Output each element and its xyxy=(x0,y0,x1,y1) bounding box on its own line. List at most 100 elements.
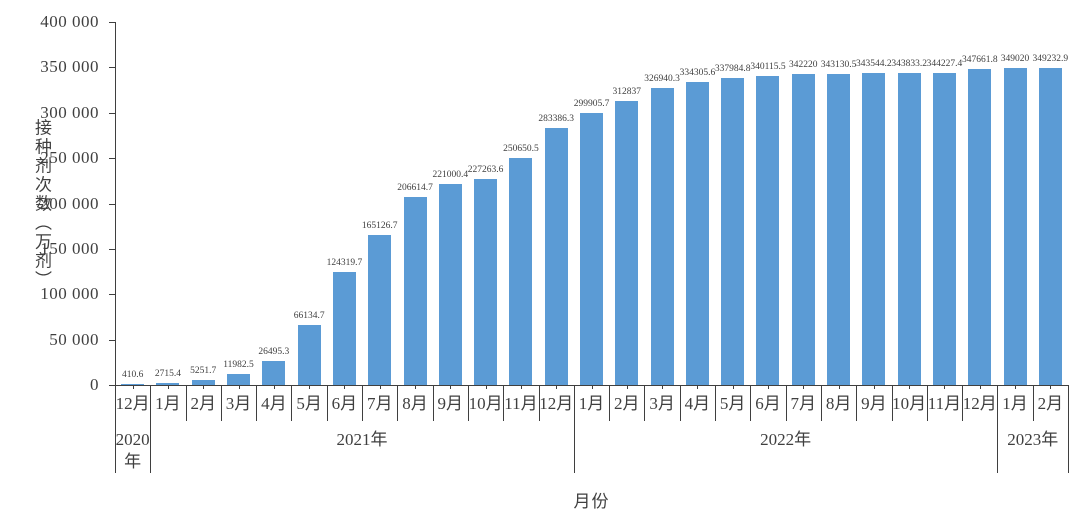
month-tick-label: 11月 xyxy=(504,394,538,413)
x-tick-mark xyxy=(697,385,699,389)
year-label: 2022年 xyxy=(760,430,812,449)
month-separator xyxy=(609,385,611,421)
x-tick-mark xyxy=(132,385,134,389)
bar xyxy=(544,127,568,385)
x-tick-mark xyxy=(873,385,875,389)
x-tick-mark xyxy=(909,385,911,389)
y-axis-line xyxy=(115,22,116,473)
x-tick-mark xyxy=(556,385,558,389)
bar xyxy=(191,380,215,385)
month-separator xyxy=(1032,385,1034,421)
month-tick-label: 12月 xyxy=(962,394,997,413)
y-tick-label: 300 000 xyxy=(40,102,99,122)
x-tick-mark xyxy=(203,385,205,389)
bar-value-label: 5251.7 xyxy=(190,366,217,377)
y-tick-mark xyxy=(109,294,115,296)
x-axis-title: 月份 xyxy=(573,492,610,511)
bar xyxy=(403,197,427,385)
bar-value-label: 342220 xyxy=(789,60,818,71)
y-tick-label: 150 000 xyxy=(40,238,99,258)
bar xyxy=(827,73,851,385)
month-tick-label: 5月 xyxy=(719,394,746,413)
x-tick-mark xyxy=(167,385,169,389)
bar xyxy=(156,382,180,385)
month-separator xyxy=(891,385,893,421)
month-separator xyxy=(467,385,469,421)
bar xyxy=(509,157,533,385)
month-separator xyxy=(432,385,434,421)
y-tick-label: 200 000 xyxy=(40,193,99,213)
month-separator xyxy=(750,385,752,421)
bar xyxy=(227,374,251,385)
bar xyxy=(332,272,356,385)
y-tick-mark xyxy=(109,67,115,69)
bar xyxy=(474,178,498,385)
y-tick-mark xyxy=(109,385,115,386)
bar xyxy=(650,88,674,385)
bar-value-label: 66134.7 xyxy=(293,310,325,321)
bar-value-label: 410.6 xyxy=(121,370,144,380)
month-separator xyxy=(856,385,858,421)
y-tick-label: 50 000 xyxy=(49,329,99,349)
x-tick-mark xyxy=(344,385,346,389)
x-tick-mark xyxy=(838,385,840,389)
y-tick-mark xyxy=(109,203,115,205)
y-tick-mark xyxy=(109,158,115,160)
y-tick-mark xyxy=(109,339,115,341)
year-separator xyxy=(150,385,152,473)
bar xyxy=(368,235,392,385)
bar xyxy=(862,73,886,385)
bar xyxy=(297,324,321,385)
year-separator xyxy=(573,385,575,473)
bar-value-label: 337984.8 xyxy=(714,64,751,75)
month-tick-label: 1月 xyxy=(1002,394,1028,413)
bar xyxy=(438,184,462,385)
month-separator xyxy=(291,385,293,421)
x-tick-mark xyxy=(309,385,311,389)
month-tick-label: 9月 xyxy=(437,394,464,413)
bar-value-label: 124319.7 xyxy=(326,258,363,269)
x-tick-mark xyxy=(944,385,946,389)
bar xyxy=(685,81,709,385)
month-tick-label: 2月 xyxy=(190,394,216,413)
bar-value-label: 26495.3 xyxy=(258,346,290,357)
month-separator xyxy=(256,385,258,421)
y-axis-title: 接种剂次数（万剂） xyxy=(32,118,51,290)
month-tick-label: 4月 xyxy=(684,394,711,413)
bar-value-label: 349020 xyxy=(1000,54,1030,65)
month-separator xyxy=(679,385,681,421)
month-tick-label: 10月 xyxy=(468,394,503,413)
x-tick-mark xyxy=(485,385,487,389)
x-tick-mark xyxy=(803,385,805,389)
bar-value-label: 312837 xyxy=(612,87,642,98)
month-separator xyxy=(644,385,646,421)
x-tick-mark xyxy=(520,385,522,389)
year-separator xyxy=(997,385,999,473)
month-tick-label: 12月 xyxy=(115,394,150,413)
bar xyxy=(968,69,992,385)
month-tick-label: 1月 xyxy=(578,394,605,413)
bar xyxy=(721,78,745,385)
bar-value-label: 227263.6 xyxy=(467,164,504,175)
x-tick-mark xyxy=(591,385,593,389)
year-label: 2020年 xyxy=(115,430,150,471)
bar xyxy=(791,74,815,385)
y-tick-label: 250 000 xyxy=(40,148,99,168)
month-tick-label: 9月 xyxy=(861,394,887,413)
month-tick-label: 2月 xyxy=(1037,394,1064,413)
bar-value-label: 347661.8 xyxy=(961,55,998,66)
x-tick-mark xyxy=(415,385,417,389)
x-tick-mark xyxy=(732,385,734,389)
bar xyxy=(756,76,780,385)
bar xyxy=(121,384,145,385)
x-tick-mark xyxy=(662,385,664,389)
month-separator xyxy=(220,385,222,421)
y-tick-label: 350 000 xyxy=(40,57,99,77)
month-separator xyxy=(326,385,328,421)
month-separator xyxy=(538,385,540,421)
bar-value-label: 334305.6 xyxy=(679,67,716,78)
bar-value-label: 206614.7 xyxy=(397,183,433,194)
bar-value-label: 11982.5 xyxy=(223,360,254,371)
month-tick-label: 1月 xyxy=(155,394,181,413)
